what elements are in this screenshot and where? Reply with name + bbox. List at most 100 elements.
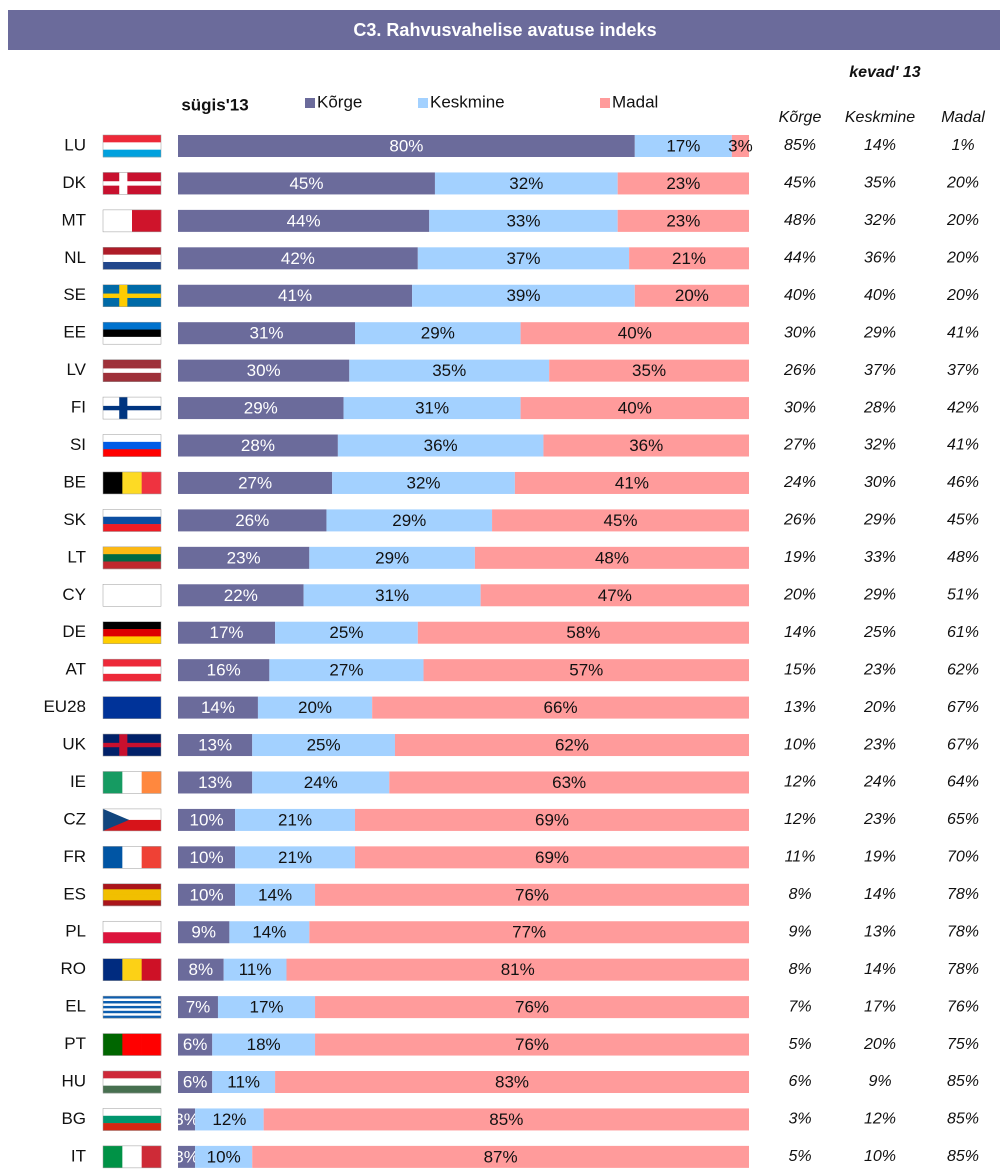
value-label: 13% (198, 736, 232, 755)
table-cell: 20% (946, 175, 979, 192)
flag (102, 1108, 162, 1131)
table-cell: 12% (784, 811, 816, 828)
bar-segment (178, 846, 236, 869)
category-label: RO (61, 959, 87, 978)
title-bar (8, 10, 1000, 50)
table-cell: 23% (863, 811, 896, 828)
table-cell: 51% (947, 586, 979, 603)
category-label: DE (62, 622, 86, 641)
category-label: LV (66, 360, 86, 379)
table-cell: 30% (864, 474, 896, 491)
bar-segment (492, 509, 749, 532)
flag-part (103, 1008, 161, 1012)
flag-part (122, 846, 142, 869)
category-label: HU (61, 1071, 86, 1090)
value-label: 40% (618, 399, 652, 418)
bar-segment (178, 696, 258, 719)
table-cell: 11% (785, 849, 816, 866)
bar-segment (178, 1071, 213, 1093)
value-label: 11% (239, 960, 272, 979)
value-label: 31% (415, 399, 449, 418)
value-label: 37% (506, 249, 540, 268)
table-cell: 20% (946, 212, 979, 229)
flag-border (102, 284, 162, 308)
bar-segment (326, 509, 493, 532)
flag-part (103, 1071, 161, 1079)
table-cell: 75% (947, 1036, 979, 1053)
flag-part (103, 629, 161, 637)
bar-segment (252, 771, 390, 794)
bar-segment (178, 247, 418, 270)
table-cell: 30% (784, 399, 816, 416)
bar-segment (617, 172, 749, 195)
category-label: EL (65, 997, 86, 1016)
value-label: 45% (289, 174, 323, 193)
value-label: 42% (281, 249, 315, 268)
bar-segment (634, 284, 749, 307)
flag-border (102, 696, 162, 719)
flag-part (103, 894, 161, 901)
bar-segment (235, 846, 356, 869)
flag-part (103, 372, 161, 378)
bar-segment (275, 621, 418, 644)
flag-part (103, 261, 161, 270)
value-label: 76% (515, 998, 549, 1017)
flag-border (102, 771, 162, 794)
value-label: 77% (512, 923, 546, 942)
bar-segment (474, 546, 749, 569)
flag-part (103, 932, 161, 944)
value-label: 25% (329, 623, 363, 642)
bar-segment (423, 659, 749, 682)
category-label: IT (71, 1146, 86, 1165)
flag-part (122, 958, 142, 981)
flag (102, 546, 162, 570)
table-cell: 40% (784, 287, 816, 304)
value-label: 66% (544, 698, 578, 717)
chart-title: C3. Rahvusvahelise avatuse indeks (353, 20, 656, 40)
period-label: sügis'13 (181, 95, 248, 114)
bar-segment (178, 209, 430, 232)
value-label: 41% (278, 286, 312, 305)
flag-part (103, 293, 161, 298)
category-label: BG (61, 1109, 86, 1128)
value-label: 21% (278, 848, 312, 867)
value-label: 81% (501, 960, 535, 979)
table-cell: 32% (864, 437, 896, 454)
table-cell: 45% (784, 175, 816, 192)
table-cell: 24% (863, 774, 896, 791)
table-cell: 20% (946, 250, 979, 267)
bar-segment (178, 621, 276, 644)
table-cell: 78% (947, 886, 979, 903)
table-cell: 85% (947, 1073, 979, 1090)
bar-segment (235, 883, 316, 906)
table-cell: 8% (788, 961, 811, 978)
category-label: DK (62, 173, 86, 192)
bar-segment (178, 734, 253, 757)
table-cell: 14% (864, 137, 896, 154)
flag-border (102, 1070, 162, 1094)
bar-segment (178, 921, 230, 944)
bar-segment (178, 1033, 213, 1056)
value-label: 10% (190, 810, 224, 829)
table-title: kevad' 13 (849, 64, 921, 81)
value-label: 3% (728, 136, 753, 155)
value-label: 69% (535, 810, 569, 829)
legend-swatch (305, 98, 315, 108)
table-cell: 41% (947, 324, 979, 341)
bar-segment (303, 584, 481, 607)
table-header: Madal (941, 109, 985, 126)
category-label: EU28 (43, 697, 86, 716)
bar-segment (514, 471, 749, 494)
value-label: 10% (190, 848, 224, 867)
table-cell: 29% (863, 512, 896, 529)
table-cell: 35% (864, 175, 896, 192)
value-label: 17% (249, 998, 283, 1017)
category-label: SK (63, 510, 86, 529)
flag (102, 434, 162, 457)
flag-part (103, 1145, 123, 1168)
bar-segment (178, 471, 333, 494)
bar-segment (520, 322, 749, 345)
table-cell: 13% (864, 923, 896, 940)
flag-part (132, 209, 162, 232)
bar-segment (315, 1033, 749, 1056)
